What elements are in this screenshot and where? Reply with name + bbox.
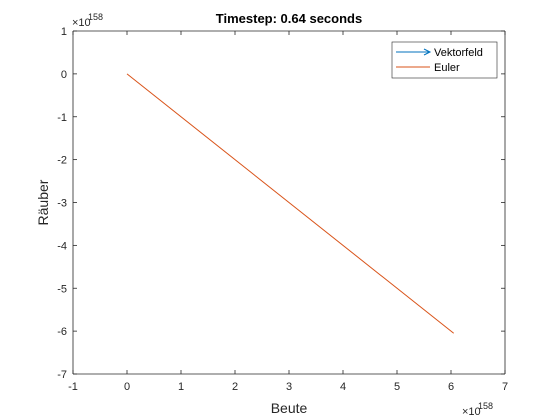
x-tick-label: 7 xyxy=(502,381,508,393)
y-tick-label: -2 xyxy=(57,155,67,167)
x-tick-label: 3 xyxy=(286,381,292,393)
y-tick-label: -3 xyxy=(57,198,67,210)
chart-title: Timestep: 0.64 seconds xyxy=(216,11,362,26)
y-tick-label: 1 xyxy=(61,26,67,38)
y-tick-label: -6 xyxy=(57,326,67,338)
y-exponent-power: 158 xyxy=(88,12,103,22)
legend: Vektorfeld Euler xyxy=(392,42,497,78)
legend-euler-label: Euler xyxy=(434,62,460,74)
x-tick-label: 6 xyxy=(448,381,454,393)
x-tick-label: 5 xyxy=(394,381,400,393)
y-tick-label: -4 xyxy=(57,240,67,252)
y-axis-label: Räuber xyxy=(35,179,51,225)
x-tick-label: 2 xyxy=(232,381,238,393)
y-tick-label: -7 xyxy=(57,369,67,381)
legend-vektorfeld-label: Vektorfeld xyxy=(434,47,483,59)
y-tick-label: -5 xyxy=(57,283,67,295)
x-tick-label: 0 xyxy=(124,381,130,393)
x-tick-label: -1 xyxy=(68,381,78,393)
x-axis-label: Beute xyxy=(271,400,308,416)
x-exponent-power: 158 xyxy=(478,401,493,411)
x-tick-label: 4 xyxy=(340,381,346,393)
x-tick-label: 1 xyxy=(178,381,184,393)
y-tick-label: 0 xyxy=(61,69,67,81)
y-tick-label: -1 xyxy=(57,112,67,124)
